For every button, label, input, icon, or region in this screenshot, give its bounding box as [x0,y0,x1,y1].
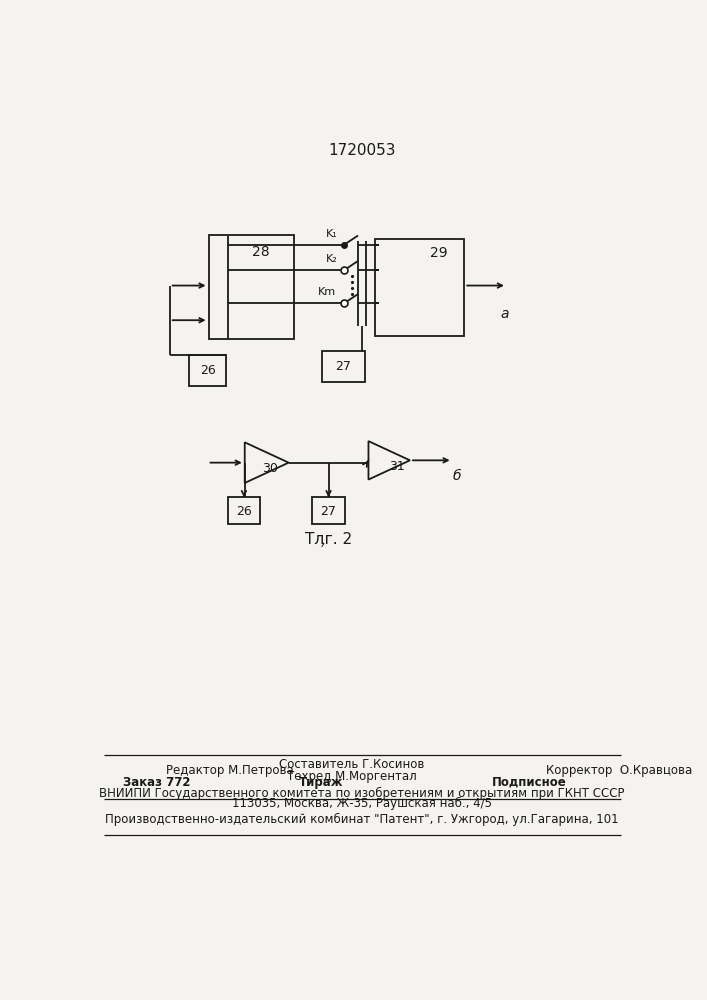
Bar [209,235,293,339]
Text: Составитель Г.Косинов: Составитель Г.Косинов [279,758,425,771]
Bar [228,497,260,524]
Text: 30: 30 [262,462,278,475]
Text: 113035, Москва, Ж-35, Раушская наб., 4/5: 113035, Москва, Ж-35, Раушская наб., 4/5 [232,797,492,810]
Text: Редактор М.Петрова: Редактор М.Петрова [166,764,293,777]
Text: б: б [452,469,461,483]
Text: Техред М.Моргентал: Техред М.Моргентал [287,770,416,783]
Text: 28: 28 [252,245,269,259]
Text: Km: Km [318,287,337,297]
Text: K₂: K₂ [326,254,338,264]
Text: Корректор  О.Кравцова: Корректор О.Кравцова [546,764,692,777]
Text: 26: 26 [236,505,252,518]
Bar [375,239,464,336]
Text: Τӆг. 2: Τӆг. 2 [305,532,352,547]
Text: 31: 31 [389,460,404,473]
Text: 1720053: 1720053 [328,143,396,158]
Text: Подписное: Подписное [491,776,566,789]
Text: a: a [501,307,509,321]
Bar [322,351,365,382]
Text: 27: 27 [320,505,337,518]
Text: Заказ 772: Заказ 772 [123,776,191,789]
Text: Производственно-издательский комбинат "Патент", г. Ужгород, ул.Гагарина, 101: Производственно-издательский комбинат "П… [105,813,619,826]
Bar [189,355,226,386]
Text: 29: 29 [430,246,448,260]
Bar [312,497,345,524]
Text: ВНИИПИ Государственного комитета по изобретениям и открытиям при ГКНТ СССР: ВНИИПИ Государственного комитета по изоб… [99,787,625,800]
Text: Тираж: Тираж [298,776,343,789]
Text: 27: 27 [335,360,351,373]
Text: 26: 26 [200,364,216,377]
Text: K₁: K₁ [326,229,338,239]
